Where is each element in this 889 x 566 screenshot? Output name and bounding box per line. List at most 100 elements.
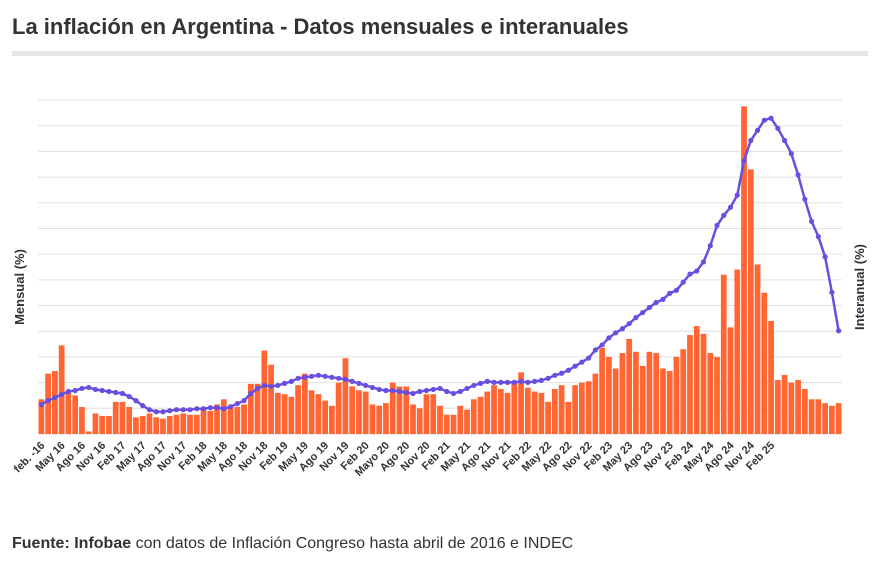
line-point bbox=[160, 409, 166, 415]
bar bbox=[693, 326, 700, 434]
bar bbox=[470, 399, 477, 434]
bar bbox=[680, 349, 687, 434]
bar bbox=[342, 358, 349, 434]
bar bbox=[727, 327, 734, 434]
line-point bbox=[86, 384, 92, 391]
bar bbox=[606, 356, 612, 434]
line-point bbox=[511, 379, 517, 385]
line-point bbox=[356, 380, 362, 386]
line-point bbox=[444, 388, 450, 395]
line-point bbox=[390, 387, 396, 394]
bar bbox=[612, 368, 619, 434]
line-point bbox=[383, 387, 389, 394]
bar bbox=[443, 414, 450, 434]
bar bbox=[720, 274, 727, 434]
line-point bbox=[288, 378, 294, 384]
line-point bbox=[315, 372, 321, 378]
bar bbox=[599, 347, 606, 434]
line-point bbox=[295, 375, 301, 381]
bar bbox=[403, 386, 410, 434]
line-point bbox=[261, 382, 267, 389]
bar bbox=[38, 399, 45, 434]
bar bbox=[450, 414, 457, 434]
bar bbox=[707, 353, 714, 434]
line-point bbox=[653, 299, 659, 306]
line-point bbox=[302, 374, 308, 380]
bar bbox=[274, 392, 281, 434]
line-point bbox=[775, 125, 781, 131]
line-point bbox=[79, 385, 85, 392]
bar bbox=[734, 269, 741, 434]
bar bbox=[139, 416, 146, 434]
line-point bbox=[754, 127, 761, 133]
bar bbox=[65, 392, 72, 434]
bar bbox=[254, 383, 261, 434]
bar bbox=[808, 399, 815, 434]
line-point bbox=[106, 388, 112, 395]
bar bbox=[639, 365, 646, 434]
bar bbox=[781, 374, 788, 434]
line-point bbox=[822, 254, 828, 260]
bar bbox=[741, 106, 747, 434]
bar bbox=[524, 387, 531, 434]
bar bbox=[585, 381, 592, 434]
bar bbox=[511, 382, 518, 434]
line-point bbox=[748, 137, 754, 144]
line-point bbox=[491, 379, 497, 385]
line-point bbox=[471, 382, 477, 389]
bar bbox=[106, 416, 112, 434]
line-point bbox=[410, 390, 416, 397]
bar bbox=[633, 351, 639, 434]
bar bbox=[301, 373, 308, 434]
line-point bbox=[92, 386, 99, 393]
line-point bbox=[275, 382, 281, 389]
bar bbox=[477, 396, 484, 434]
bar bbox=[464, 409, 470, 434]
line-point bbox=[613, 330, 619, 336]
bar bbox=[673, 356, 680, 434]
line-point bbox=[221, 406, 227, 412]
line-point bbox=[795, 172, 801, 178]
bar bbox=[166, 416, 173, 434]
line-point bbox=[187, 407, 193, 413]
bar bbox=[592, 373, 599, 434]
line-point bbox=[552, 372, 558, 378]
bar bbox=[126, 407, 133, 434]
bar bbox=[119, 401, 126, 434]
line-point bbox=[38, 402, 44, 408]
line-point bbox=[586, 355, 592, 361]
line-point bbox=[417, 388, 423, 395]
bar bbox=[410, 404, 416, 434]
bar bbox=[389, 382, 396, 434]
bar bbox=[133, 417, 139, 434]
line-point bbox=[545, 375, 551, 381]
bar bbox=[666, 371, 673, 434]
line-point bbox=[59, 391, 65, 398]
bar bbox=[437, 405, 443, 434]
line-point bbox=[430, 386, 436, 393]
line-point bbox=[282, 380, 288, 386]
bar bbox=[45, 373, 52, 434]
line-point bbox=[52, 394, 58, 401]
line-point bbox=[646, 304, 653, 311]
line-point bbox=[336, 375, 342, 381]
line-point bbox=[268, 383, 274, 390]
line-point bbox=[376, 386, 382, 393]
bar bbox=[99, 416, 106, 434]
line-point bbox=[369, 384, 376, 391]
line-point bbox=[180, 407, 186, 413]
line-point bbox=[572, 363, 578, 369]
title-divider bbox=[12, 51, 868, 56]
line-point bbox=[498, 379, 504, 385]
bar bbox=[653, 353, 660, 434]
line-point bbox=[234, 401, 240, 407]
line-point bbox=[227, 404, 234, 410]
y-axis-label-left: Mensual (%) bbox=[12, 249, 27, 325]
bar bbox=[322, 400, 329, 434]
source-prefix: Fuente: bbox=[12, 535, 70, 552]
line-point bbox=[518, 378, 524, 384]
bar bbox=[551, 389, 558, 434]
bar bbox=[220, 399, 227, 434]
